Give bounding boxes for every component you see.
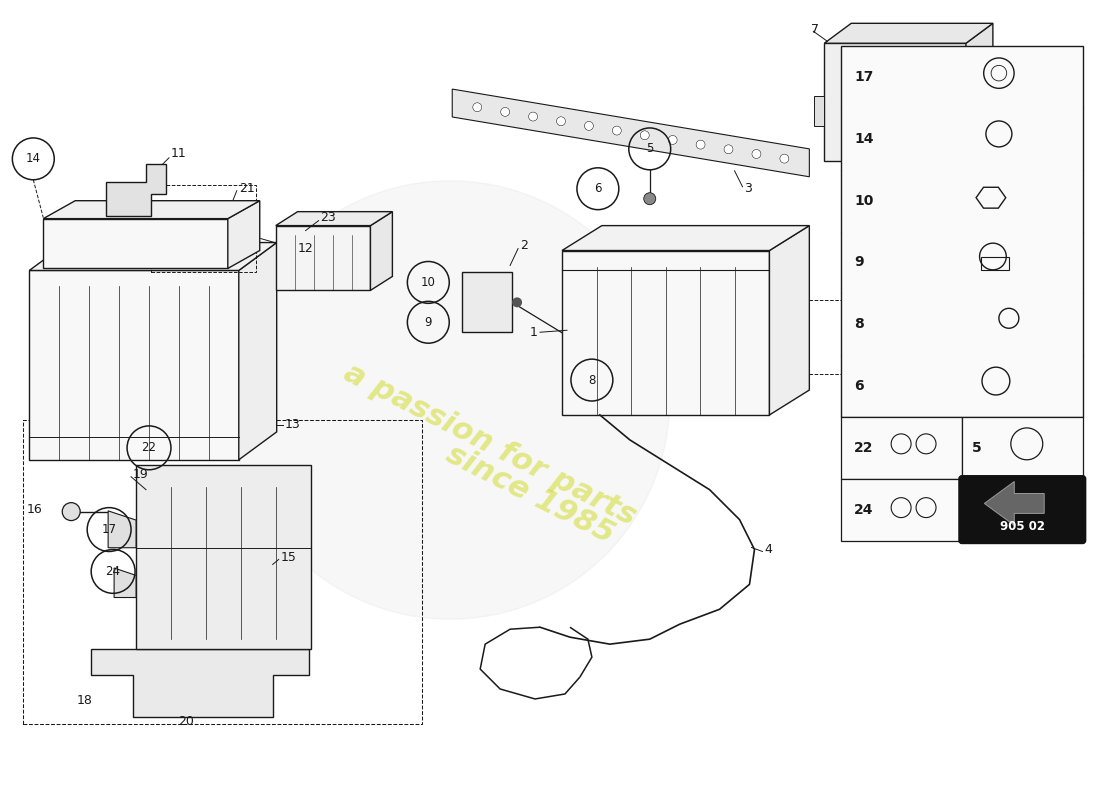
Polygon shape <box>966 23 993 161</box>
Polygon shape <box>108 511 136 548</box>
Text: 7: 7 <box>812 22 820 36</box>
Polygon shape <box>276 212 393 226</box>
Text: 12: 12 <box>298 242 314 255</box>
Circle shape <box>696 140 705 149</box>
Text: 905 02: 905 02 <box>1000 521 1045 534</box>
Text: 10: 10 <box>421 276 436 289</box>
Circle shape <box>724 145 733 154</box>
Bar <box>962 417 1082 478</box>
Text: 5: 5 <box>646 142 653 155</box>
Text: since 1985: since 1985 <box>441 440 619 550</box>
Polygon shape <box>984 482 1044 526</box>
Polygon shape <box>114 568 136 598</box>
Circle shape <box>584 122 593 130</box>
Text: 21: 21 <box>239 182 254 195</box>
Circle shape <box>63 502 80 521</box>
Polygon shape <box>824 43 966 161</box>
Circle shape <box>780 154 789 163</box>
Circle shape <box>668 135 678 145</box>
Polygon shape <box>276 226 371 290</box>
Bar <box>136 465 310 649</box>
Text: 14: 14 <box>855 132 873 146</box>
Bar <box>981 257 1009 270</box>
Polygon shape <box>30 270 239 460</box>
Polygon shape <box>43 201 260 218</box>
Circle shape <box>752 150 761 158</box>
Circle shape <box>557 117 565 126</box>
Polygon shape <box>562 250 769 415</box>
Polygon shape <box>228 201 260 269</box>
Polygon shape <box>769 226 810 415</box>
Bar <box>462 273 513 332</box>
Circle shape <box>640 130 649 140</box>
Circle shape <box>473 102 482 112</box>
Polygon shape <box>43 218 228 269</box>
Circle shape <box>513 298 522 307</box>
Bar <box>842 46 1082 417</box>
Polygon shape <box>91 649 309 717</box>
Text: 13: 13 <box>285 418 300 431</box>
Text: 6: 6 <box>594 182 602 195</box>
Polygon shape <box>452 89 810 177</box>
Text: a passion for parts: a passion for parts <box>339 358 641 531</box>
Text: 22: 22 <box>142 442 156 454</box>
Polygon shape <box>371 212 393 290</box>
Bar <box>151 185 255 273</box>
Text: 3: 3 <box>745 182 752 195</box>
Text: 4: 4 <box>764 543 772 556</box>
Circle shape <box>644 193 656 205</box>
Text: 5: 5 <box>972 441 981 455</box>
Polygon shape <box>824 23 993 43</box>
Text: 19: 19 <box>133 468 148 482</box>
Text: 1: 1 <box>530 326 538 338</box>
Text: 10: 10 <box>855 194 873 208</box>
Text: 15: 15 <box>280 551 297 564</box>
Bar <box>842 417 962 478</box>
Text: 24: 24 <box>855 502 873 517</box>
Text: 11: 11 <box>170 147 187 160</box>
Bar <box>23 420 422 724</box>
Text: 9: 9 <box>855 255 864 270</box>
Text: 17: 17 <box>855 70 873 84</box>
Polygon shape <box>30 242 277 270</box>
Polygon shape <box>562 226 810 250</box>
Circle shape <box>613 126 621 135</box>
Bar <box>814 96 824 126</box>
FancyBboxPatch shape <box>959 476 1086 543</box>
Text: 24: 24 <box>106 565 121 578</box>
Text: 14: 14 <box>25 152 41 166</box>
Polygon shape <box>106 164 166 216</box>
Bar <box>842 478 962 541</box>
Circle shape <box>529 112 538 121</box>
Circle shape <box>231 181 670 619</box>
Text: 8: 8 <box>588 374 595 386</box>
Text: 8: 8 <box>855 318 864 331</box>
Text: 9: 9 <box>425 316 432 329</box>
Text: 17: 17 <box>101 523 117 536</box>
Polygon shape <box>239 242 277 460</box>
Text: 22: 22 <box>855 441 873 455</box>
Text: 23: 23 <box>320 211 337 224</box>
Circle shape <box>500 107 509 116</box>
Text: 18: 18 <box>76 694 92 707</box>
Text: 6: 6 <box>855 379 864 393</box>
Text: 20: 20 <box>178 715 194 728</box>
Text: 16: 16 <box>26 503 42 516</box>
Text: 2: 2 <box>520 239 528 252</box>
